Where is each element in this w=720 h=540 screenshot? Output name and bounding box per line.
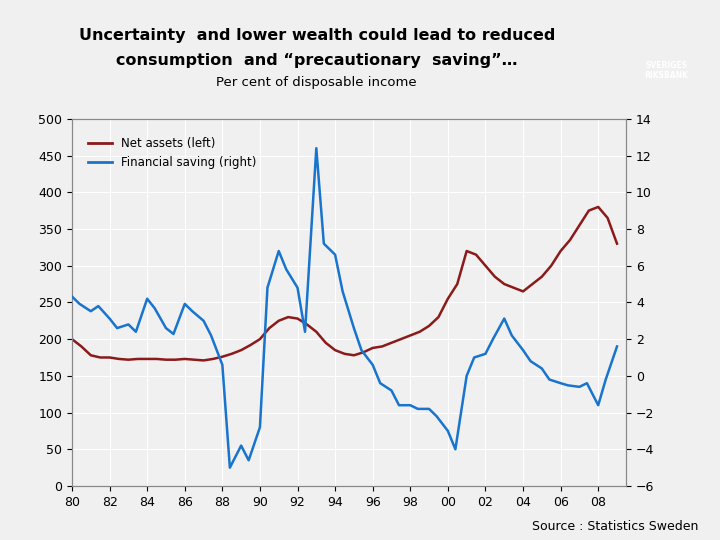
Text: consumption  and “precautionary  saving”…: consumption and “precautionary saving”… — [116, 53, 518, 68]
Text: Uncertainty  and lower wealth could lead to reduced: Uncertainty and lower wealth could lead … — [78, 28, 555, 43]
Text: Per cent of disposable income: Per cent of disposable income — [217, 76, 417, 89]
Text: SVERIGES
RIKSBANK: SVERIGES RIKSBANK — [644, 61, 688, 80]
Text: Source : Statistics Sweden: Source : Statistics Sweden — [532, 520, 698, 533]
Legend: Net assets (left), Financial saving (right): Net assets (left), Financial saving (rig… — [84, 132, 261, 173]
